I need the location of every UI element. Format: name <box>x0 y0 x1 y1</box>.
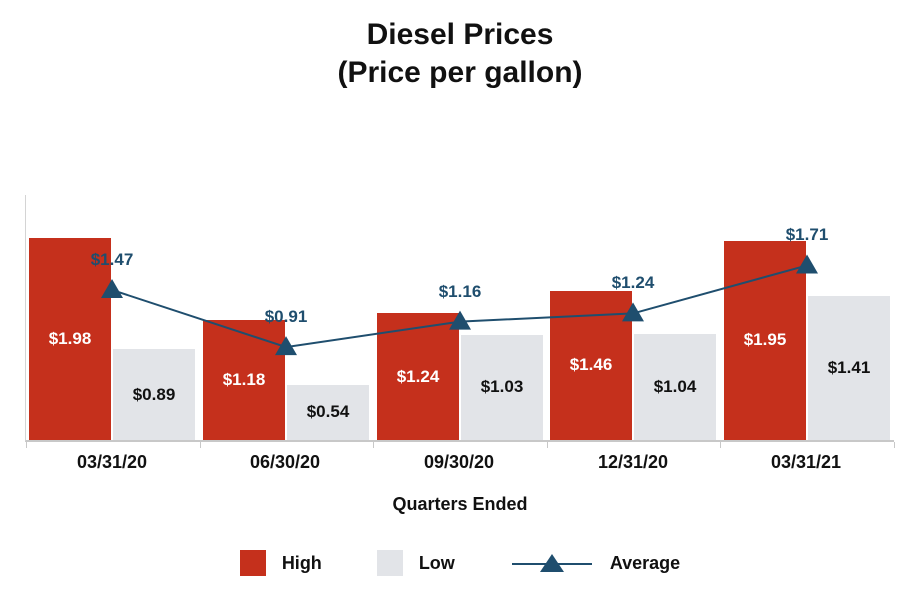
low-bar-value: $1.41 <box>827 358 871 377</box>
legend-triangle-icon <box>539 554 564 572</box>
average-marker-icon <box>796 254 818 274</box>
average-marker-icon <box>101 278 123 298</box>
x-axis-tick-label: 12/31/20 <box>597 452 669 472</box>
legend-average-marker-icon <box>511 554 592 572</box>
x-axis-tick-label: 03/31/20 <box>76 452 148 472</box>
x-axis-tick <box>547 442 548 448</box>
legend-label-high: High <box>281 552 322 573</box>
average-point-label: $1.47 <box>90 250 134 269</box>
x-axis-tick <box>894 442 895 448</box>
chart-title: Diesel Prices (Price per gallon) <box>0 16 920 91</box>
average-point-label: $1.71 <box>785 225 829 244</box>
x-axis-tick-label: 03/31/21 <box>770 452 842 472</box>
x-axis-tick-label: 06/30/20 <box>249 452 321 472</box>
low-bar <box>808 296 890 440</box>
legend-item-high: High <box>239 550 322 576</box>
chart-title-line2: (Price per gallon) <box>337 55 583 89</box>
low-bar <box>113 349 195 440</box>
legend-swatch-high <box>239 550 266 576</box>
average-point-label: $0.91 <box>264 307 308 326</box>
legend-swatch-low <box>376 550 403 576</box>
high-bar-value: $1.98 <box>48 329 92 348</box>
chart-area: $1.98 $0.89 $1.47 $1.18 $0.54 $0.91 $1.24 $1.03… <box>25 195 895 448</box>
average-point-label: $1.16 <box>438 282 482 301</box>
low-bar <box>287 385 369 440</box>
average-line-layer <box>101 254 818 356</box>
x-axis-tick <box>26 442 27 448</box>
low-bar <box>461 335 543 440</box>
legend-item-low: Low <box>376 550 455 576</box>
high-bar <box>377 313 459 440</box>
average-line <box>111 264 808 349</box>
low-bar-value: $0.54 <box>306 402 350 421</box>
high-bar-value: $1.95 <box>743 330 787 349</box>
x-axis-tick <box>200 442 201 448</box>
legend-item-average: Average <box>510 550 680 576</box>
low-bar-value: $1.04 <box>653 377 697 396</box>
high-bar <box>724 241 806 440</box>
average-marker-icon <box>449 310 471 330</box>
x-axis-title: Quarters Ended <box>392 494 528 514</box>
x-axis-tick <box>373 442 374 448</box>
average-marker-icon <box>622 302 644 322</box>
high-bar-value: $1.18 <box>222 370 266 389</box>
legend: High Low Average <box>0 550 920 576</box>
high-bar-value: $1.24 <box>396 367 440 386</box>
high-bar <box>29 238 111 440</box>
low-bar-value: $0.89 <box>132 385 176 404</box>
legend-label-average: Average <box>609 552 681 573</box>
x-axis-tick-label: 09/30/20 <box>423 452 495 472</box>
plot-area: $1.98 $0.89 $1.47 $1.18 $0.54 $0.91 $1.24 $1.03… <box>25 195 895 448</box>
average-marker-icon <box>275 336 297 356</box>
x-axis-tick <box>720 442 721 448</box>
high-bar <box>203 320 285 440</box>
low-bar-value: $1.03 <box>480 377 524 396</box>
low-bar <box>634 334 716 440</box>
high-bar-value: $1.46 <box>569 355 613 374</box>
average-point-label: $1.24 <box>611 273 655 292</box>
chart-title-line1: Diesel Prices <box>366 18 554 51</box>
x-axis-labels: 03/31/20 06/30/20 09/30/20 12/31/20 03/31/21 <box>25 452 893 476</box>
legend-label-low: Low <box>418 552 455 573</box>
